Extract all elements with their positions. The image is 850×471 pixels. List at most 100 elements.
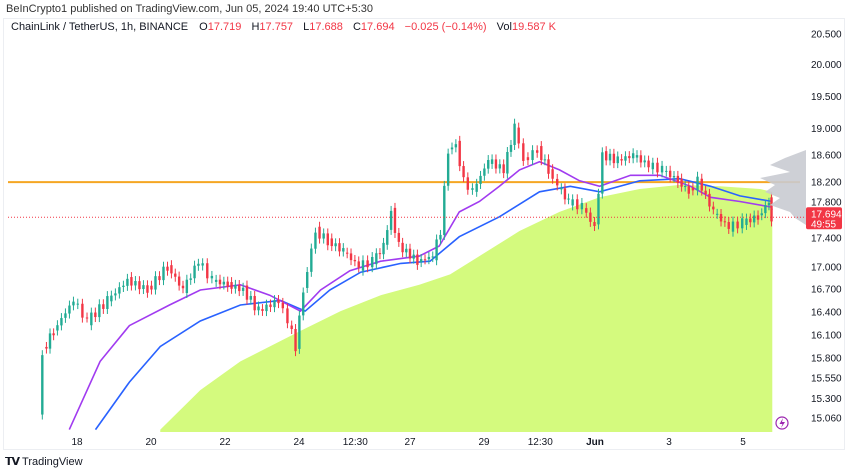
candle <box>676 175 680 183</box>
candle <box>443 185 446 235</box>
candle <box>683 186 687 188</box>
candle <box>526 157 530 161</box>
candle <box>322 233 325 239</box>
candle <box>234 284 237 289</box>
candle <box>741 218 744 229</box>
lightning-icon[interactable] <box>775 416 789 430</box>
candle <box>668 170 672 178</box>
candle <box>502 164 505 174</box>
ohlc-legend: ChainLink / TetherUS, 1h, BINANCE O17.71… <box>11 21 558 33</box>
candle <box>412 254 415 259</box>
candle <box>64 313 67 318</box>
candle <box>439 234 442 240</box>
candle <box>509 144 513 152</box>
close-label: C <box>352 21 361 33</box>
candle <box>712 206 715 210</box>
low-label: L <box>303 21 310 33</box>
candle <box>736 221 739 229</box>
candle <box>660 165 664 173</box>
candle <box>727 222 730 229</box>
price-tag-value: 17.694 <box>811 209 842 220</box>
candle <box>353 259 357 262</box>
open-label: O <box>199 21 208 33</box>
y-tick-label: 20.000 <box>811 60 842 71</box>
candle <box>281 302 285 309</box>
tradingview-logo[interactable]: 𝗧𝗩 TradingView <box>5 455 83 469</box>
candle <box>181 285 185 289</box>
candle <box>749 218 752 223</box>
y-tick-label: 19.500 <box>811 92 842 103</box>
candle <box>389 210 393 230</box>
candle <box>715 213 719 215</box>
candle <box>226 281 229 287</box>
candle <box>462 166 465 178</box>
candle <box>405 248 408 253</box>
candle <box>146 285 149 293</box>
candle <box>201 263 204 266</box>
candle <box>150 285 153 290</box>
x-tick-label: 12:30 <box>343 437 368 448</box>
candle <box>238 284 241 292</box>
candle <box>435 239 438 261</box>
candle <box>185 279 189 294</box>
candle <box>397 232 401 242</box>
candle <box>483 168 486 176</box>
candle <box>408 248 412 259</box>
change-value: −0.025 (−0.14%) <box>404 21 487 33</box>
candle <box>551 169 554 179</box>
lightning-icon-bolt <box>779 418 785 428</box>
candle <box>593 222 596 227</box>
candle <box>110 295 113 302</box>
x-tick-label: 12:30 <box>528 437 553 448</box>
candle <box>371 257 374 268</box>
candle <box>535 150 539 153</box>
candle <box>338 243 341 252</box>
candle <box>345 252 349 254</box>
candle <box>731 221 735 232</box>
candle <box>601 152 604 194</box>
candle <box>454 144 458 148</box>
candle <box>687 186 690 194</box>
candle <box>597 193 600 225</box>
y-tick-label: 17.800 <box>811 197 842 208</box>
candle <box>134 281 137 286</box>
candle <box>166 266 169 271</box>
x-tick-label: 29 <box>478 437 490 448</box>
candle <box>122 285 125 288</box>
candle <box>98 304 101 318</box>
candle <box>450 147 454 150</box>
y-tick-label: 16.100 <box>811 330 842 341</box>
candle <box>522 143 525 161</box>
candle <box>197 263 200 266</box>
tradingview-logo-icon: 𝗧𝗩 <box>5 456 20 468</box>
price-tag <box>806 207 842 230</box>
candle <box>386 230 389 245</box>
candle <box>543 159 547 161</box>
candle <box>719 213 723 222</box>
candle <box>708 193 711 207</box>
candle <box>94 312 97 318</box>
candle <box>494 159 498 169</box>
candle <box>68 305 71 314</box>
candle <box>700 178 703 191</box>
candle <box>631 153 635 159</box>
x-tick-label: 18 <box>71 437 83 448</box>
candle <box>416 254 419 265</box>
candle <box>498 164 502 169</box>
candle <box>261 309 264 311</box>
candle <box>704 190 707 195</box>
candle <box>56 325 59 331</box>
candle <box>357 261 360 268</box>
candle <box>620 159 623 161</box>
symbol-label[interactable]: ChainLink / TetherUS, 1h, BINANCE <box>11 21 189 33</box>
candle <box>302 292 305 316</box>
candle <box>760 213 763 216</box>
candle <box>130 277 133 286</box>
candle <box>138 281 141 290</box>
candle <box>651 162 655 170</box>
y-tick-label: 16.400 <box>811 307 842 318</box>
candle <box>294 329 297 352</box>
candle <box>241 287 245 291</box>
y-tick-label: 15.060 <box>811 413 842 424</box>
